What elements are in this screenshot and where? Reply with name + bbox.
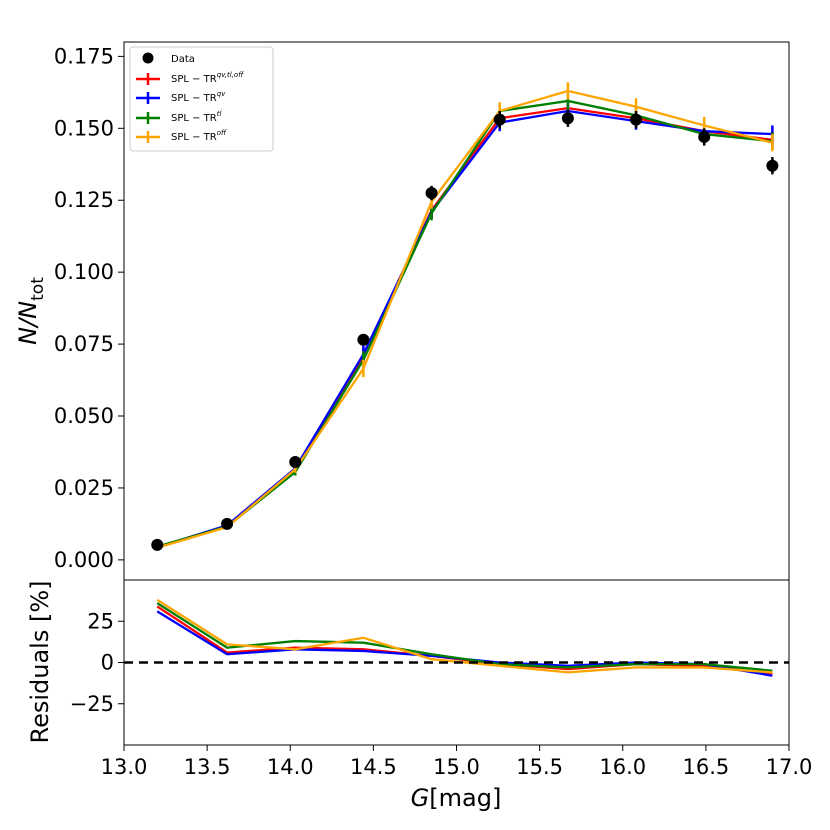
data-point xyxy=(493,113,506,126)
main-y-tick-label: 0.025 xyxy=(54,476,114,500)
legend-label-qv: SPL − TRqv xyxy=(171,90,226,104)
residual-line xyxy=(156,598,773,674)
legend-entry-qv-tl-off: SPL − TRqv,tl,off xyxy=(136,71,244,85)
series-line-qv xyxy=(156,109,773,549)
series-line-qv-tl-off xyxy=(156,107,773,549)
residual-y-tick-label: 25 xyxy=(87,609,114,633)
x-axis-label: G[mag] xyxy=(411,784,502,812)
legend-label-tl: SPL − TRtl xyxy=(171,110,221,124)
main-y-tick-label: 0.150 xyxy=(54,116,114,140)
x-tick-label: 14.0 xyxy=(267,755,314,779)
residual-series-group xyxy=(124,598,789,677)
x-tick-label: 13.0 xyxy=(101,755,148,779)
x-tick-label: 16.5 xyxy=(682,755,729,779)
legend-entry-data: Data xyxy=(142,52,195,65)
data-point xyxy=(561,112,574,125)
main-y-ticks: 0.000 0.025 0.050 0.075 0.100 0.125 0.150 0.175 xyxy=(54,44,124,572)
legend: Data SPL − TRqv,tl,off SPL − TRqv SPL − … xyxy=(129,46,274,152)
data-point xyxy=(357,333,370,346)
data-point xyxy=(151,538,164,551)
data-point xyxy=(630,113,643,126)
legend-label-qv-tl-off: SPL − TRqv,tl,off xyxy=(171,71,244,85)
x-tick-label: 15.5 xyxy=(516,755,563,779)
main-y-tick-label: 0.000 xyxy=(54,548,114,572)
legend-box xyxy=(129,46,274,152)
main-y-tick-label: 0.100 xyxy=(54,260,114,284)
residual-y-tick-label: −25 xyxy=(70,692,114,716)
x-tick-label: 17.0 xyxy=(766,755,813,779)
legend-entry-qv: SPL − TRqv xyxy=(136,90,226,104)
x-tick-label: 14.5 xyxy=(350,755,397,779)
residual-y-axis-label: Residuals [%] xyxy=(26,580,54,743)
x-tick-label: 16.0 xyxy=(599,755,646,779)
main-data-points xyxy=(151,109,779,551)
data-point xyxy=(425,187,438,200)
residual-line xyxy=(156,602,773,672)
data-point xyxy=(289,456,302,469)
x-tick-label: 15.0 xyxy=(433,755,480,779)
data-point xyxy=(766,159,779,172)
main-y-axis-label: N/Ntot xyxy=(14,277,48,345)
legend-entry-off: SPL − TRoff xyxy=(136,129,227,143)
residual-y-ticks: −25 0 25 xyxy=(70,609,124,716)
main-y-tick-label: 0.075 xyxy=(54,332,114,356)
x-tick-label: 13.5 xyxy=(184,755,231,779)
x-axis-ticks: 13.0 13.5 14.0 14.5 15.0 15.5 16.0 16.5 17.0 xyxy=(101,745,813,779)
main-series-group xyxy=(156,82,774,549)
data-point xyxy=(698,130,711,143)
main-y-tick-label: 0.050 xyxy=(54,404,114,428)
series-line-off xyxy=(156,89,773,549)
legend-marker-data xyxy=(142,52,154,64)
legend-entry-tl: SPL − TRtl xyxy=(136,110,221,124)
main-y-tick-label: 0.125 xyxy=(54,188,114,212)
data-point xyxy=(221,517,234,530)
legend-label-data: Data xyxy=(171,54,195,65)
legend-label-off: SPL − TRoff xyxy=(171,129,227,143)
main-y-tick-label: 0.175 xyxy=(54,44,114,68)
residual-y-tick-label: 0 xyxy=(101,651,114,675)
